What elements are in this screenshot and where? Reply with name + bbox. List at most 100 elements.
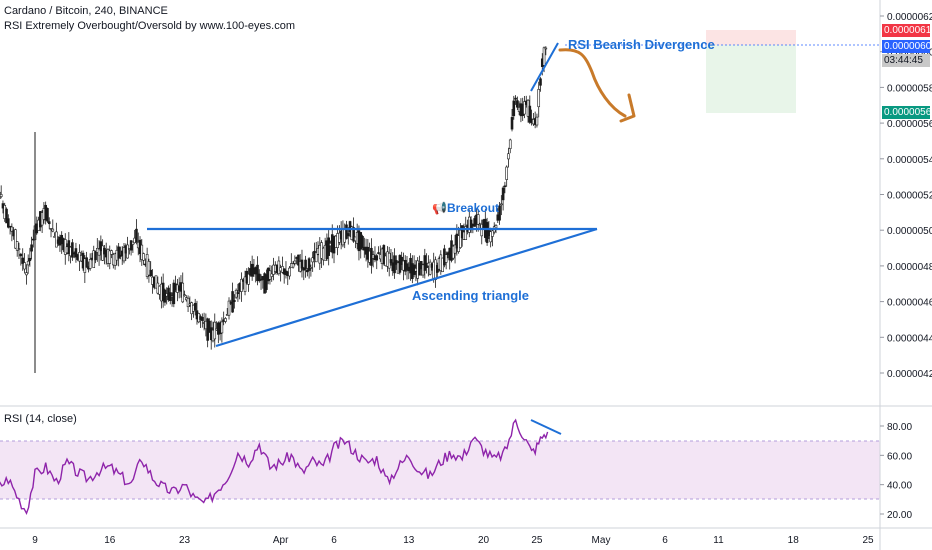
forecast-arrow-path[interactable] — [558, 48, 627, 118]
price-badge-current: 0.00000603 — [882, 40, 932, 53]
candle-body — [361, 236, 364, 248]
candle-body — [193, 302, 197, 311]
chart-title: Cardano / Bitcoin, 240, BINANCE — [4, 5, 168, 17]
candle-body — [514, 97, 517, 100]
candle-body — [507, 153, 510, 160]
candle-body — [220, 321, 224, 334]
time-axis: 9 16 23 Apr 6 13 20 25 May 6 11 18 25 — [32, 535, 874, 546]
candle-body — [97, 248, 101, 256]
stop-loss-zone — [706, 30, 796, 45]
candle-body — [428, 261, 432, 275]
candle-body — [142, 253, 145, 261]
rsi-divergence-line[interactable] — [530, 419, 562, 435]
candle-body — [117, 246, 120, 259]
rsi-axis: 80.00 60.00 40.00 20.00 — [880, 422, 912, 521]
price-tick-label: 0.00000420 — [887, 369, 932, 380]
candle-body — [291, 263, 295, 268]
candle-body — [154, 275, 158, 289]
candle-body — [55, 231, 58, 248]
candle-body — [8, 225, 12, 228]
candle-body — [30, 244, 33, 252]
candle-body — [110, 250, 113, 255]
candle-body — [501, 187, 505, 201]
candle-body — [21, 257, 25, 264]
candle-body — [213, 321, 217, 340]
candle-body — [512, 100, 516, 117]
time-tick-label: 9 — [32, 535, 38, 546]
candle-body — [460, 225, 464, 239]
candle-body — [46, 208, 49, 222]
candle-body — [304, 259, 307, 270]
candle-body — [256, 264, 259, 282]
candle-body — [26, 260, 30, 266]
candle-body — [7, 218, 10, 228]
time-tick-label: 23 — [179, 535, 191, 546]
candle-body — [19, 253, 23, 257]
candle-body — [389, 259, 393, 264]
candle-body — [535, 116, 539, 126]
candle-body — [131, 241, 135, 245]
candle-body — [208, 320, 211, 333]
candle-body — [375, 255, 379, 261]
candle-body — [537, 89, 541, 108]
candle-body — [201, 316, 204, 321]
candle-body — [172, 282, 176, 305]
time-tick-label: 18 — [788, 535, 800, 546]
candle-body — [459, 229, 462, 248]
price-badge-target: 0.00000566 — [882, 106, 932, 119]
candle-body — [297, 254, 300, 266]
candle-body — [307, 258, 311, 271]
candle-body — [149, 269, 152, 277]
candle-body — [71, 242, 74, 258]
candle-body — [17, 248, 21, 250]
candle-body — [14, 229, 17, 249]
forecast-arrow-head — [619, 93, 636, 123]
rsi-title: RSI (14, close) — [4, 413, 77, 425]
price-tick-label: 0.00000600 — [887, 48, 932, 59]
candle-body — [539, 78, 542, 86]
candle-body — [236, 292, 240, 295]
candle-body — [395, 260, 398, 265]
candle-body — [28, 257, 32, 262]
candle-body — [227, 300, 231, 316]
candle-body — [306, 270, 309, 273]
breakout-label: Breakout — [447, 201, 499, 215]
time-tick-label: Apr — [273, 535, 289, 546]
time-tick-label: 25 — [862, 535, 874, 546]
candle-body — [510, 117, 514, 130]
time-tick-label: 6 — [331, 535, 337, 546]
candle-body — [377, 252, 380, 254]
candle-body — [293, 260, 297, 264]
candle-body — [523, 101, 526, 115]
candle-body — [243, 276, 247, 292]
triangle-support-line[interactable] — [215, 227, 598, 348]
price-badge-stop: 0.00000612 — [882, 24, 932, 37]
time-tick-label: May — [592, 535, 611, 546]
candle-body — [108, 250, 112, 264]
triangle-label: Ascending triangle — [412, 288, 529, 303]
candle-body — [288, 267, 291, 277]
candle-body — [516, 100, 519, 108]
candle-body — [498, 205, 501, 221]
candle-body — [129, 240, 133, 251]
rsi-tick-label: 80.00 — [887, 422, 912, 433]
rsi-tick-label: 40.00 — [887, 481, 912, 492]
price-divergence-line[interactable] — [530, 42, 559, 92]
candle-body — [183, 294, 186, 296]
candle-body — [94, 251, 97, 261]
drawings-group — [147, 42, 880, 435]
time-tick-label: 25 — [531, 535, 543, 546]
candle-body — [224, 318, 227, 322]
candle-body — [491, 230, 494, 237]
candles-group — [0, 46, 548, 373]
candle-body — [147, 261, 151, 276]
candle-body — [257, 273, 261, 282]
candle-body — [300, 259, 304, 269]
candle-body — [418, 263, 421, 276]
